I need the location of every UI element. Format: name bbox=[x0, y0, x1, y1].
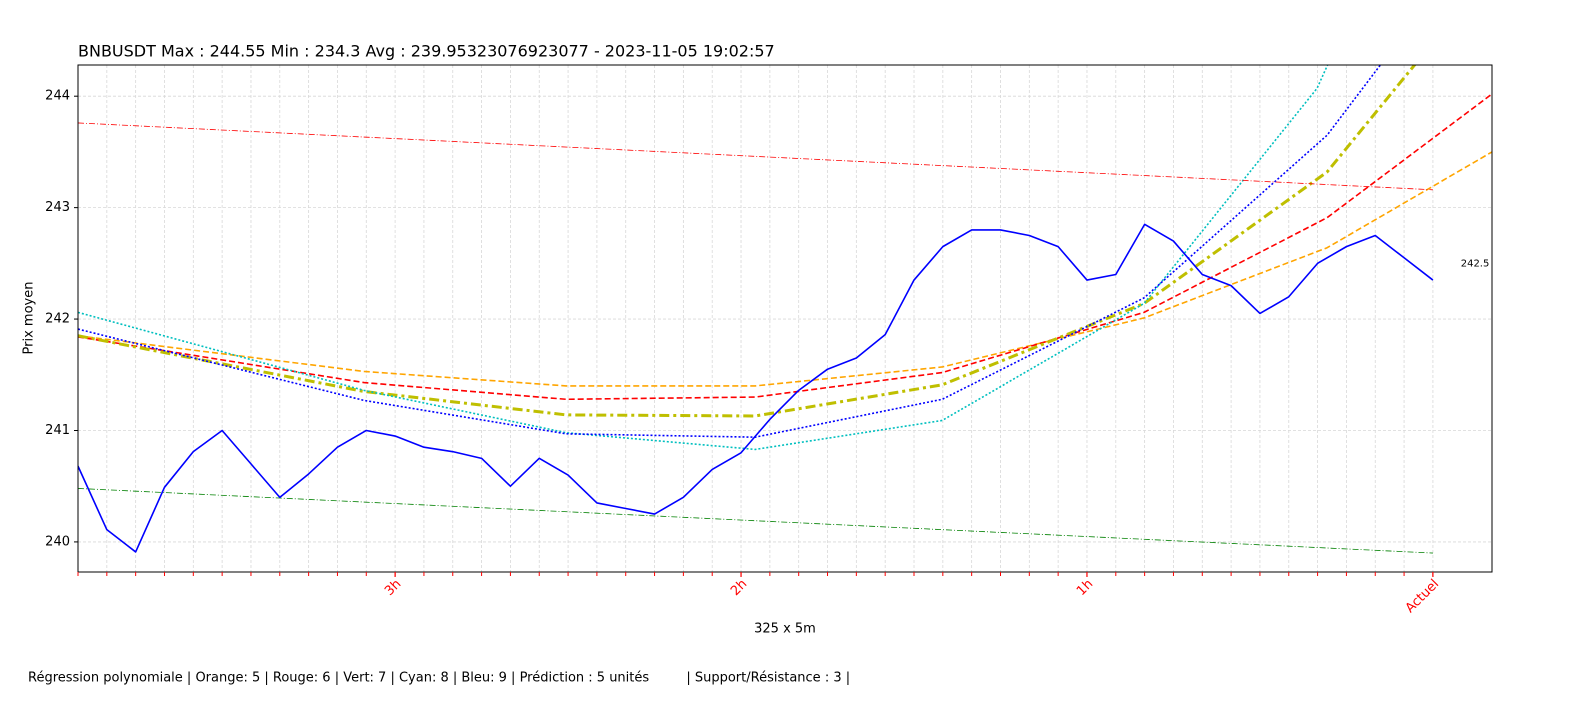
series-line bbox=[78, 65, 1329, 451]
y-tick-label: 242 bbox=[45, 312, 70, 327]
series-line bbox=[78, 151, 1492, 387]
annotation: 242.5 bbox=[1461, 258, 1490, 269]
x-tick-label: Actuel bbox=[1403, 577, 1442, 616]
series-line bbox=[78, 65, 1417, 418]
plot-area bbox=[78, 65, 1492, 572]
series-line bbox=[78, 223, 1434, 553]
x-axis-label: 325 x 5m bbox=[754, 622, 816, 637]
y-tick-label: 240 bbox=[45, 534, 70, 549]
footer-note: Régression polynomiale | Orange: 5 | Rou… bbox=[28, 671, 850, 686]
chart-title: BNBUSDT Max : 244.55 Min : 234.3 Avg : 2… bbox=[78, 42, 775, 61]
series-line bbox=[78, 488, 1433, 554]
x-tick-label: 2h bbox=[728, 577, 750, 599]
series-line bbox=[78, 65, 1382, 438]
y-axis-label: Prix moyen bbox=[22, 282, 37, 355]
series-line bbox=[78, 93, 1492, 401]
plot-frame bbox=[77, 64, 1493, 573]
series-line bbox=[78, 122, 1433, 191]
x-tick-label: 1h bbox=[1074, 577, 1096, 599]
y-tick-label: 241 bbox=[45, 423, 70, 438]
x-tick-label: 3h bbox=[382, 577, 404, 599]
y-tick-label: 244 bbox=[45, 89, 70, 104]
y-tick-label: 243 bbox=[45, 200, 70, 215]
